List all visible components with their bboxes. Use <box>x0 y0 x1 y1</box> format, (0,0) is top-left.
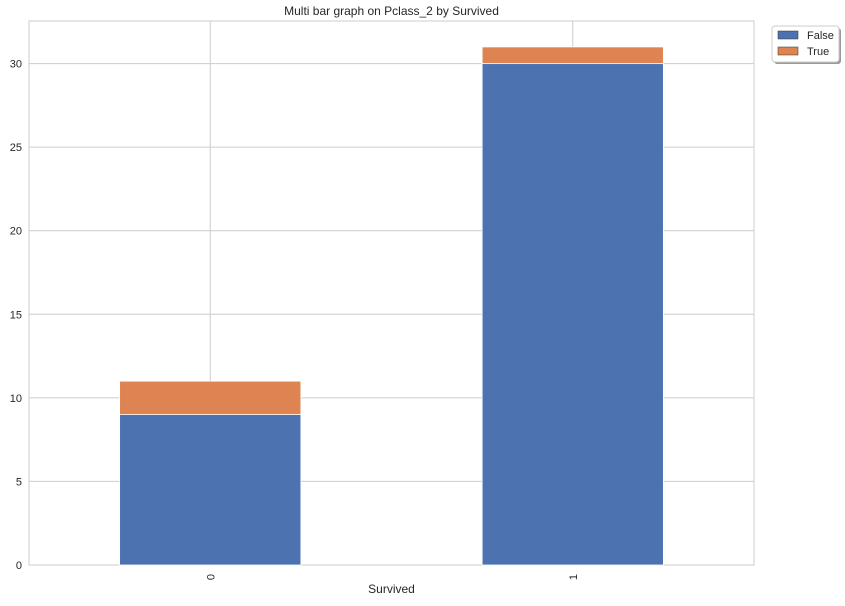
bar-true-1 <box>481 46 664 65</box>
y-tick-label: 30 <box>10 59 22 71</box>
bar-false-1 <box>481 63 664 566</box>
legend-label-true: True <box>807 46 829 58</box>
legend: False True <box>771 25 841 64</box>
y-tick-label: 15 <box>10 309 22 321</box>
x-tick-label: 1 <box>568 574 580 580</box>
y-tick-label: 10 <box>10 393 22 405</box>
legend-swatch-false <box>777 30 799 40</box>
y-tick-label: 5 <box>16 476 22 488</box>
bar-true-0 <box>119 380 302 415</box>
bar-false-0 <box>119 414 302 566</box>
x-tick-label: 0 <box>205 574 217 580</box>
y-tick-label: 20 <box>10 226 22 238</box>
bars-group <box>119 46 664 566</box>
legend-swatch-true <box>777 46 799 56</box>
y-tick-label: 0 <box>16 560 22 572</box>
x-axis-label: Survived <box>368 582 415 596</box>
y-tick-label: 25 <box>10 142 22 154</box>
legend-label-false: False <box>807 30 834 42</box>
chart-title: Multi bar graph on Pclass_2 by Survived <box>284 4 499 18</box>
y-axis-ticks: 0 5 10 15 20 25 30 <box>10 59 22 572</box>
